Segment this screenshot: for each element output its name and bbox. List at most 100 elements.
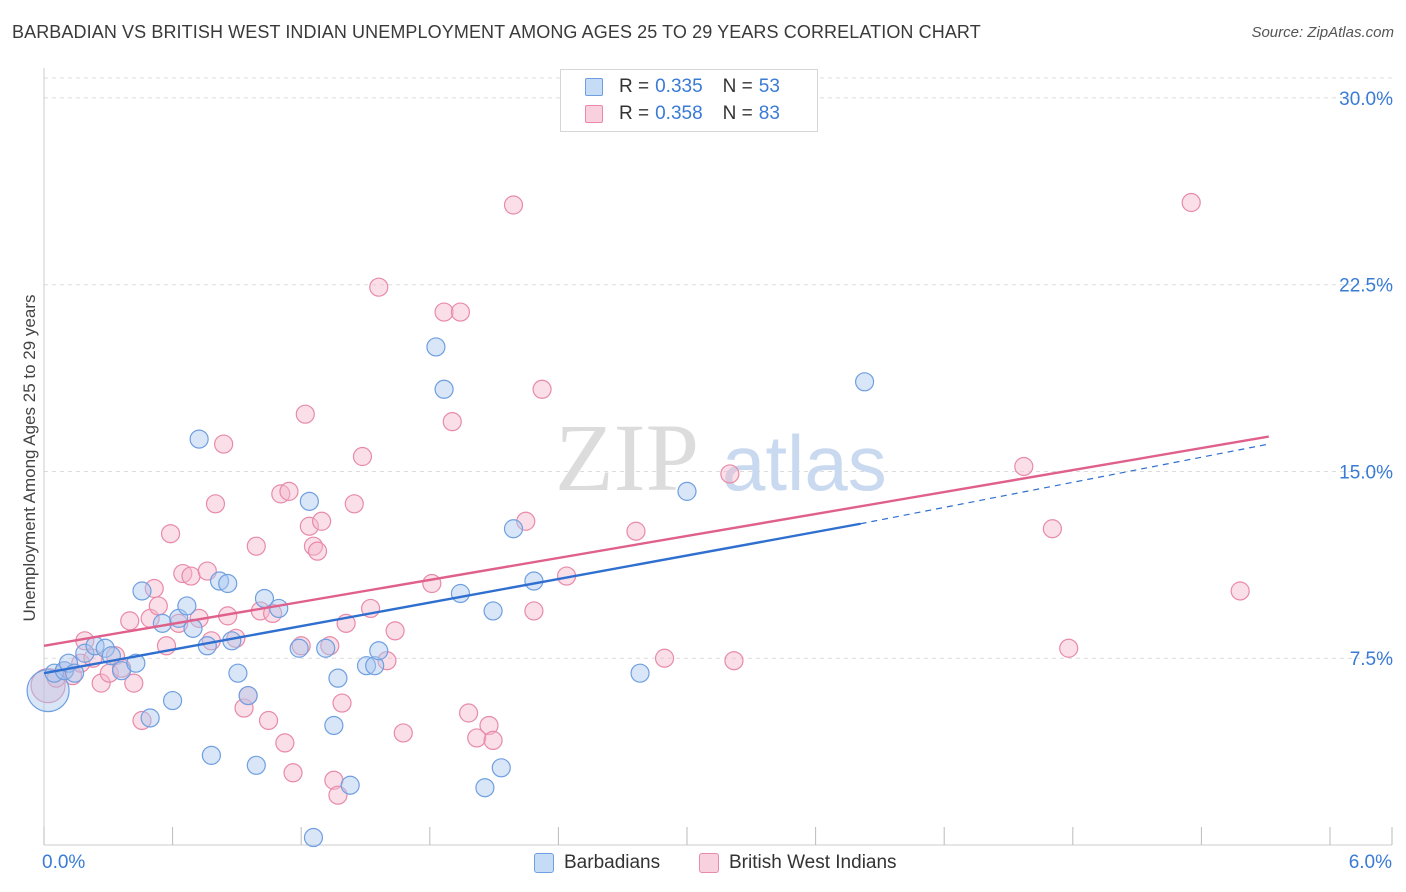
n-label: N = xyxy=(722,103,753,124)
point-pink-67 xyxy=(524,601,544,621)
y-tick-label-0: 7.5% xyxy=(1350,649,1393,670)
point-pink-59 xyxy=(442,412,462,432)
point-pink-60 xyxy=(450,302,471,322)
r-value: 0.335 xyxy=(655,76,703,97)
legend-row-barbadians: R = 0.335 N = 53 xyxy=(585,75,780,99)
point-pink-26 xyxy=(214,434,234,454)
point-pink-75 xyxy=(1042,519,1062,539)
point-pink-37 xyxy=(279,481,299,501)
point-pink-50 xyxy=(344,494,364,514)
legend-label: British West Indians xyxy=(729,852,897,873)
point-pink-7 xyxy=(91,673,111,693)
point-blue-25 xyxy=(238,685,258,706)
r-value: 0.358 xyxy=(655,103,703,124)
point-pink-74 xyxy=(1014,456,1034,477)
point-pink-58 xyxy=(434,302,454,322)
legend-row-british-west-indians: R = 0.358 N = 83 xyxy=(585,102,780,126)
point-blue-40 xyxy=(434,379,454,399)
point-blue-33 xyxy=(324,715,344,736)
watermark: ZIP atlas xyxy=(555,404,887,511)
point-pink-65 xyxy=(503,195,524,215)
point-pink-21 xyxy=(181,566,201,586)
point-blue-7 xyxy=(95,638,115,658)
point-pink-78 xyxy=(1230,581,1250,601)
point-pink-62 xyxy=(467,728,487,748)
axes xyxy=(43,68,1393,846)
legend-item-barbadians[interactable]: Barbadians xyxy=(534,852,660,874)
y-tick-label-1: 15.0% xyxy=(1339,462,1393,483)
point-blue-35 xyxy=(340,775,360,795)
point-blue-0 xyxy=(26,669,70,713)
point-pink-55 xyxy=(385,621,405,641)
point-pink-53 xyxy=(369,277,389,297)
point-pink-44 xyxy=(312,511,332,531)
point-pink-31 xyxy=(246,536,266,556)
point-blue-30 xyxy=(299,491,319,511)
series-british-west-indians xyxy=(30,192,1250,805)
point-blue-44 xyxy=(491,758,511,778)
point-blue-38 xyxy=(369,641,389,661)
point-blue-18 xyxy=(189,429,209,449)
trend-line-barbadians xyxy=(43,522,861,675)
r-label: R = xyxy=(619,76,650,97)
point-pink-41 xyxy=(299,516,319,536)
point-blue-43 xyxy=(483,601,503,621)
point-pink-16 xyxy=(148,596,168,616)
watermark-atlas: atlas xyxy=(722,419,887,507)
x-tick-label-max: 6.0% xyxy=(1348,852,1392,873)
point-blue-12 xyxy=(140,708,160,728)
point-pink-76 xyxy=(1059,638,1079,658)
point-blue-36 xyxy=(356,656,377,676)
point-pink-71 xyxy=(654,648,675,668)
point-pink-64 xyxy=(483,730,503,751)
point-pink-56 xyxy=(393,723,413,743)
point-pink-61 xyxy=(458,703,479,723)
trend-lines xyxy=(43,435,1269,675)
y-axis-title: Unemployment Among Ages 25 to 29 years xyxy=(20,294,39,622)
point-blue-14 xyxy=(163,690,183,711)
point-pink-43 xyxy=(307,541,328,561)
legend-swatch-pink xyxy=(699,853,719,873)
point-pink-54 xyxy=(377,651,397,671)
point-blue-24 xyxy=(228,663,248,683)
legend-label: Barbadians xyxy=(564,852,661,873)
point-blue-5 xyxy=(75,643,95,663)
point-blue-11 xyxy=(132,581,152,601)
point-pink-51 xyxy=(352,446,373,467)
point-pink-12 xyxy=(124,673,144,693)
point-pink-77 xyxy=(1181,192,1201,213)
point-pink-33 xyxy=(258,710,279,731)
point-blue-48 xyxy=(677,481,697,501)
y-tick-labels: 7.5% 15.0% 22.5% 30.0% xyxy=(1339,89,1393,670)
point-blue-16 xyxy=(177,596,197,616)
point-pink-57 xyxy=(422,573,442,594)
point-blue-45 xyxy=(503,519,524,539)
legend-swatch-blue xyxy=(534,853,554,873)
point-blue-42 xyxy=(475,778,495,798)
x-tick-label-min: 0.0% xyxy=(42,852,86,873)
legend-item-british-west-indians[interactable]: British West Indians xyxy=(699,852,897,874)
point-pink-0 xyxy=(30,668,66,704)
n-value: 83 xyxy=(758,103,780,124)
point-blue-34 xyxy=(328,668,348,688)
point-blue-32 xyxy=(316,638,336,658)
point-pink-72 xyxy=(720,464,740,484)
point-blue-19 xyxy=(197,636,217,656)
point-pink-36 xyxy=(275,733,295,753)
point-blue-47 xyxy=(630,663,650,683)
point-pink-73 xyxy=(724,651,744,671)
point-pink-48 xyxy=(332,693,352,713)
y-tick-label-2: 22.5% xyxy=(1339,276,1393,297)
trend-line-extension-barbadians xyxy=(860,443,1269,525)
point-blue-26 xyxy=(246,755,266,775)
legend-swatch-blue xyxy=(585,78,603,96)
point-pink-34 xyxy=(263,603,283,624)
legend-swatch-pink xyxy=(585,105,603,123)
point-blue-49 xyxy=(854,372,875,392)
point-pink-63 xyxy=(479,715,499,736)
r-label: R = xyxy=(619,103,650,124)
series-legend: Barbadians British West Indians xyxy=(0,850,1406,878)
point-blue-39 xyxy=(426,337,446,357)
point-pink-66 xyxy=(516,511,536,531)
point-blue-20 xyxy=(201,745,221,765)
